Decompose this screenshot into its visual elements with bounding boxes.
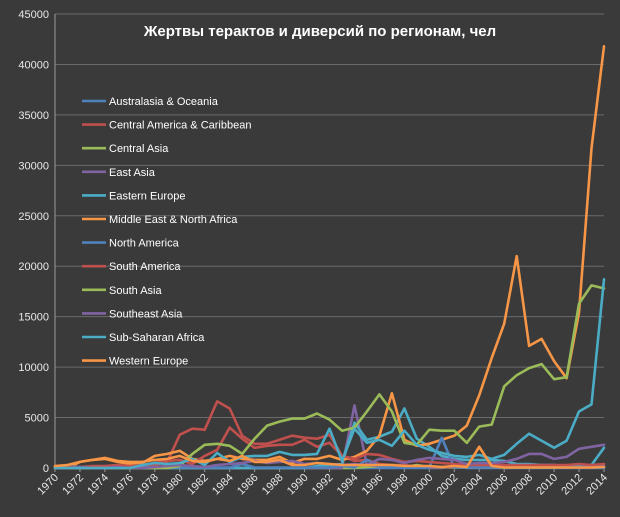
y-tick-label: 40000 <box>18 59 49 71</box>
x-tick-label: 1982 <box>185 472 211 498</box>
x-tick-label: 1978 <box>135 472 161 498</box>
legend-label: East Asia <box>109 167 156 179</box>
x-tick-label: 2012 <box>559 472 585 498</box>
series-line-sub-saharan-africa <box>53 277 606 470</box>
legend-item: East Asia <box>82 167 156 179</box>
x-tick-label: 1976 <box>110 472 136 498</box>
x-tick-label: 2014 <box>584 472 610 498</box>
legend-item: Central Asia <box>82 143 169 155</box>
x-tick-label: 2008 <box>509 472 535 498</box>
x-tick-label: 1990 <box>285 472 311 498</box>
legend-item: North America <box>82 238 180 250</box>
x-tick-label: 1992 <box>310 472 336 498</box>
legend-label: Central America & Caribbean <box>109 120 251 132</box>
series-line-middle-east-north-africa <box>53 44 606 470</box>
legend-label: South Asia <box>109 285 162 297</box>
x-tick-label: 2006 <box>485 472 511 498</box>
series-lines <box>53 44 606 470</box>
legend-item: South America <box>82 261 181 273</box>
x-tick-label: 1980 <box>160 472 186 498</box>
x-tick-label: 1984 <box>210 472 236 498</box>
legend-label: Middle East & North Africa <box>109 214 238 226</box>
legend-item: Eastern Europe <box>82 190 185 202</box>
y-tick-label: 5000 <box>25 413 49 425</box>
y-tick-label: 0 <box>43 463 49 475</box>
legend-label: Australasia & Oceania <box>109 96 219 108</box>
x-tick-label: 1996 <box>360 472 386 498</box>
legend-label: Eastern Europe <box>109 190 185 202</box>
x-tick-label: 2002 <box>435 472 461 498</box>
y-tick-label: 35000 <box>18 110 49 122</box>
y-tick-label: 10000 <box>18 362 49 374</box>
x-tick-label: 1986 <box>235 472 261 498</box>
legend-label: South America <box>109 261 181 273</box>
gridlines <box>55 13 604 469</box>
y-tick-label: 15000 <box>18 312 49 324</box>
y-tick-label: 25000 <box>18 211 49 223</box>
axes: 0 5000 10000 15000 20000 25000 30000 35000 40000… <box>18 9 610 497</box>
legend-label: North America <box>109 238 180 250</box>
legend-item: Southeast Asia <box>82 308 183 320</box>
chart-title: Жертвы терактов и диверсий по регионам, … <box>143 23 496 40</box>
legend-label: Sub-Saharan Africa <box>109 332 205 344</box>
legend-item: Central America & Caribbean <box>82 120 251 132</box>
legend-label: Western Europe <box>109 356 188 368</box>
legend-item: Middle East & North Africa <box>82 214 238 226</box>
x-tick-label: 1970 <box>35 472 61 498</box>
x-tick-label: 1998 <box>385 472 411 498</box>
x-tick-label: 1974 <box>85 472 111 498</box>
x-tick-label: 1988 <box>260 472 286 498</box>
legend-label: Central Asia <box>109 143 169 155</box>
y-tick-label: 45000 <box>18 9 49 21</box>
legend-label: Southeast Asia <box>109 308 183 320</box>
legend-item: South Asia <box>82 285 162 297</box>
legend-item: Sub-Saharan Africa <box>82 332 205 344</box>
x-tick-label: 2000 <box>410 472 436 498</box>
x-tick-label: 1972 <box>60 472 86 498</box>
y-tick-label: 20000 <box>18 261 49 273</box>
x-tick-label: 2004 <box>460 472 486 498</box>
y-tick-label: 30000 <box>18 160 49 172</box>
x-tick-label: 2010 <box>534 472 560 498</box>
legend-item: Australasia & Oceania <box>82 96 219 108</box>
legend-item: Western Europe <box>82 356 188 368</box>
x-tick-label: 1994 <box>335 472 361 498</box>
legend: Australasia & Oceania Central America & C… <box>82 96 251 368</box>
series-line-western-europe <box>53 445 606 469</box>
